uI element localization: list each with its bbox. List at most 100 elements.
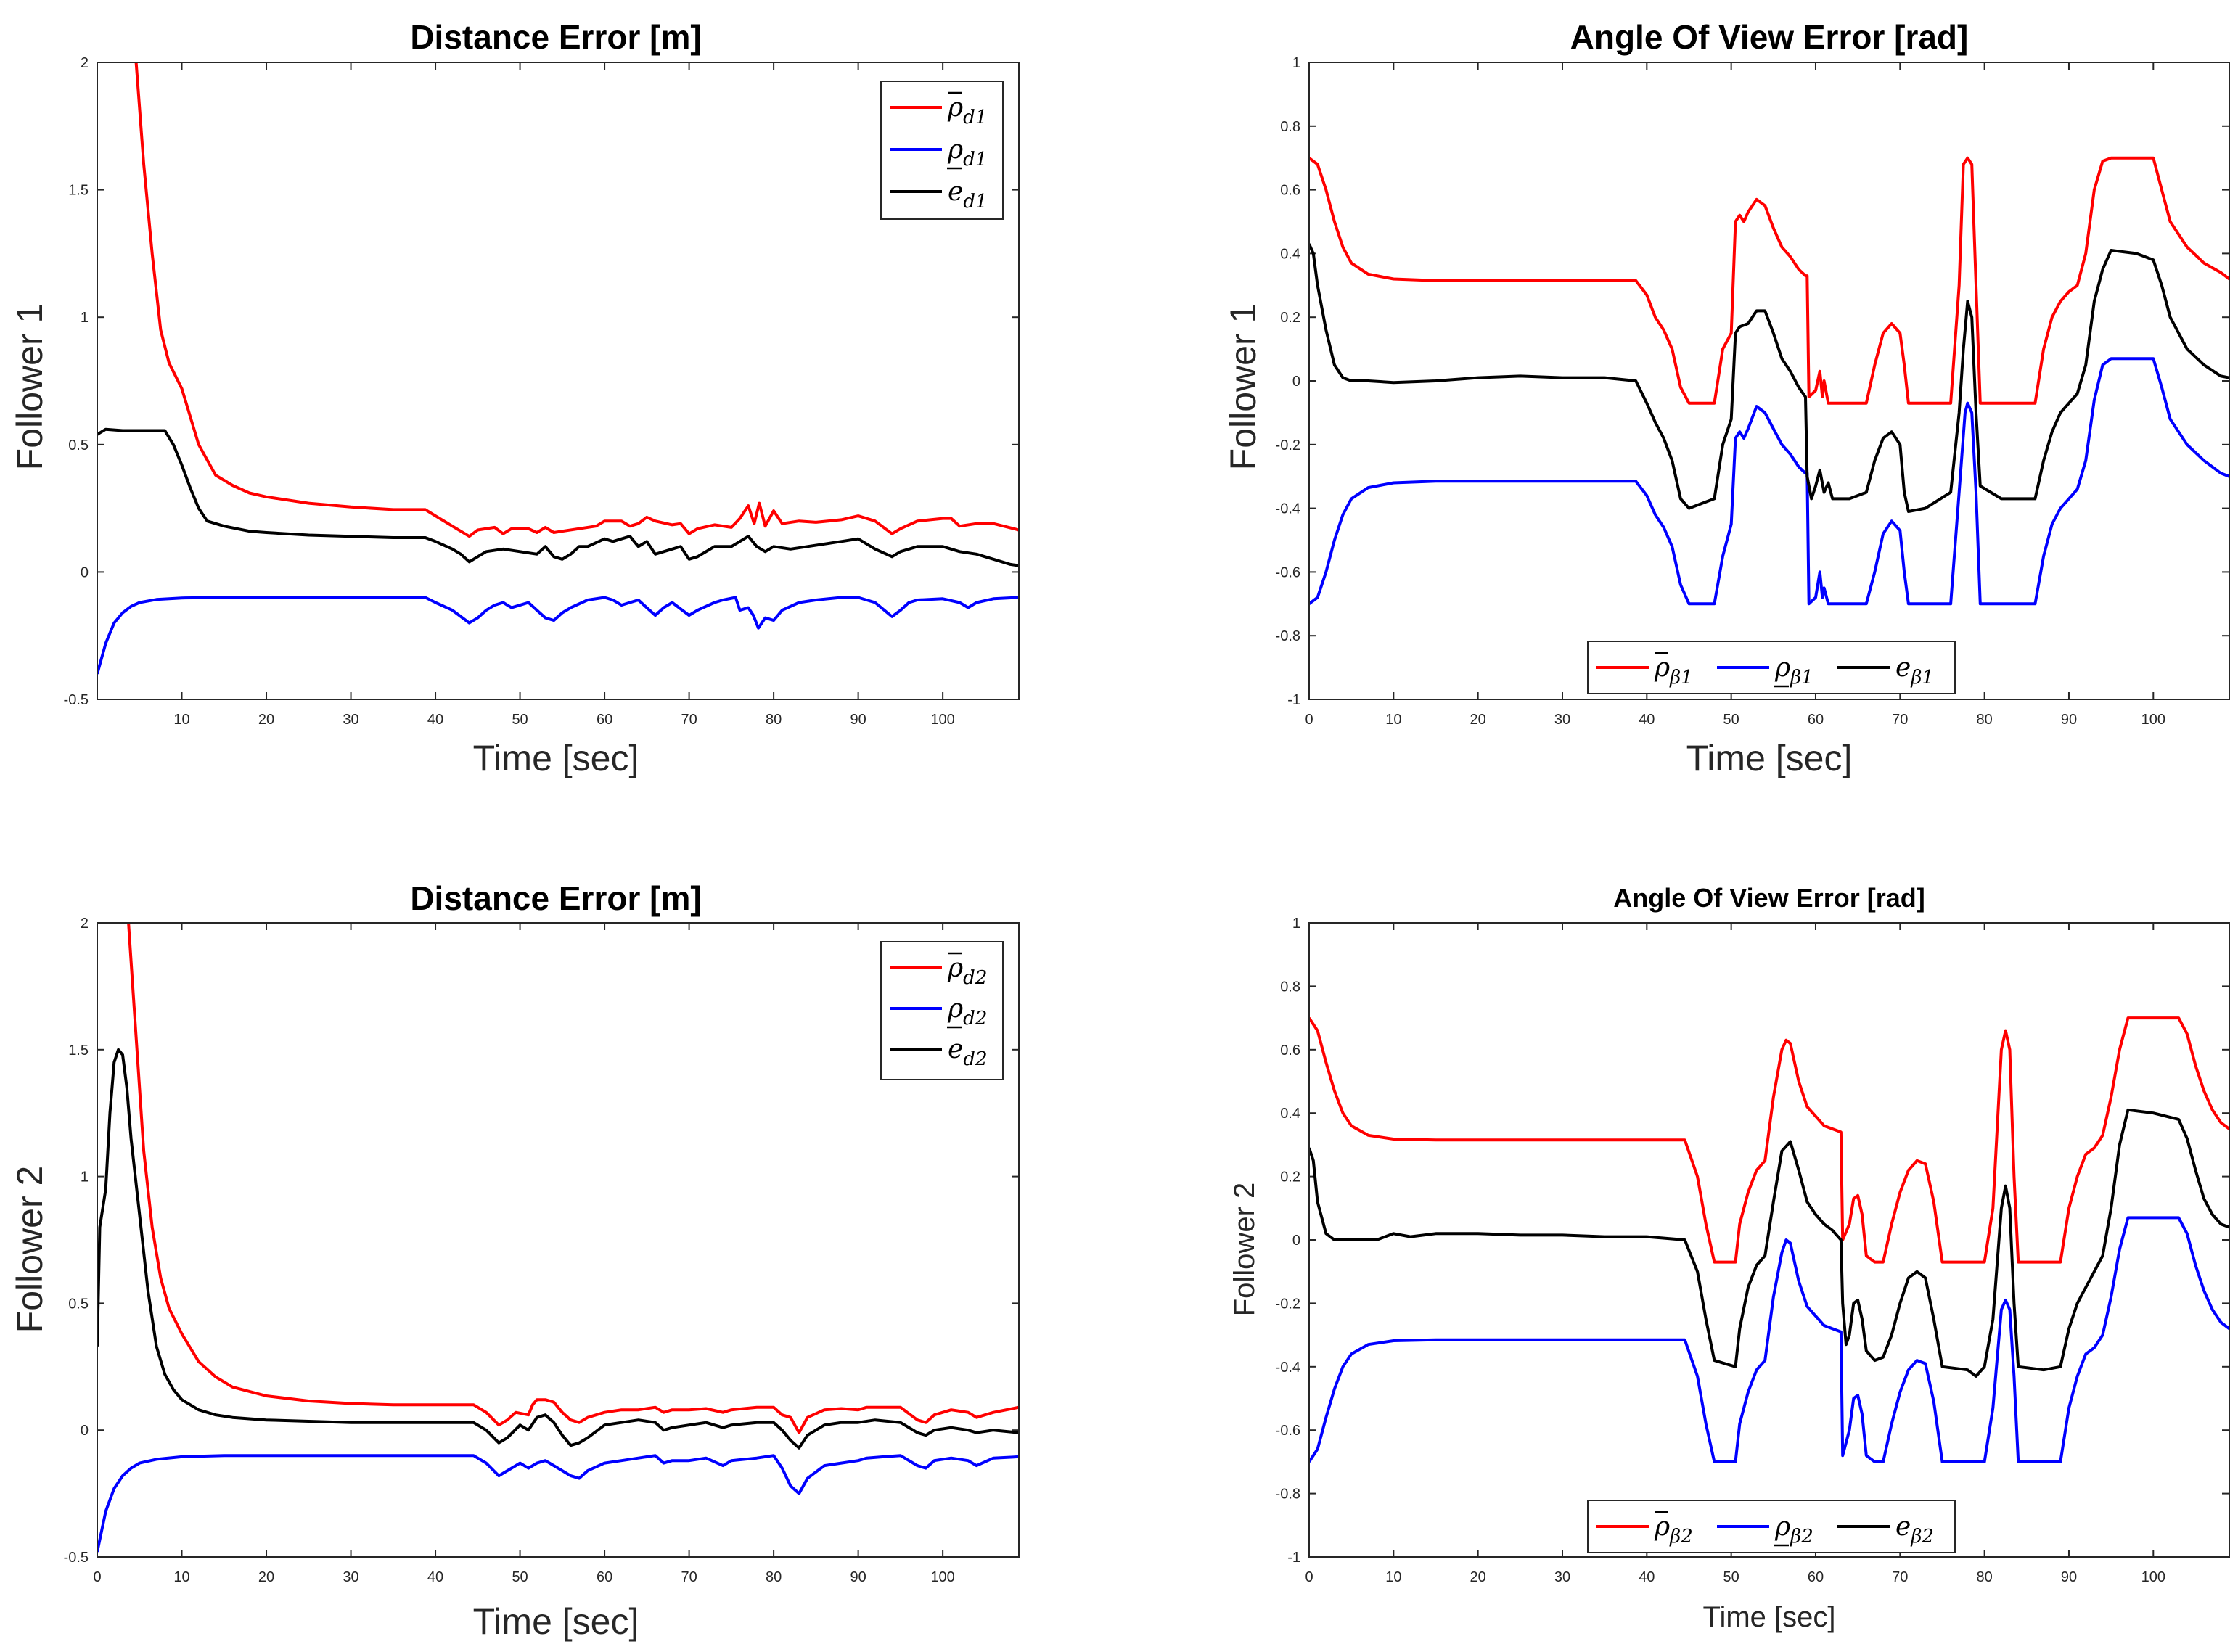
legend-label: ρβ2 [1774,1512,1813,1548]
x-tick-label: 90 [850,1569,866,1585]
y-tick-label: -0.2 [1276,1296,1300,1312]
x-tick-label: 10 [173,712,189,728]
ticks: 10 20 30 40 50 60 70 80 90 100 -0.5 0 0.5 1 1.5 2 [64,55,1019,728]
x-tick-label: 70 [681,712,697,728]
ticks: 0 10 20 30 40 50 60 70 80 90 100-1-0.8-0.6-0.4-0.2… [1276,55,2229,728]
x-tick-label: 100 [930,1569,954,1585]
y-tick-label: -0.5 [64,1550,89,1566]
x-tick-label: 60 [597,712,612,728]
x-tick-label: 50 [512,1569,528,1585]
x-tick-label: 10 [1385,1569,1401,1585]
axes-frame [97,62,1020,700]
y-tick-label: 0 [81,564,89,580]
x-tick-label: 10 [173,1569,189,1585]
y-axis-label: Follower 2 [9,1166,50,1333]
x-tick-label: 60 [1808,1569,1824,1585]
y-tick-label: 1 [1292,55,1300,71]
x-tick-label: 70 [681,1569,697,1585]
legend-label: eβ1 [1895,653,1934,689]
y-tick-label: 1 [1292,916,1300,932]
y-tick-label: -1 [1287,1550,1300,1566]
y-tick-label: 0 [1292,374,1300,390]
y-tick-label: -0.5 [64,692,89,708]
chart-title: Angle Of View Error [rad] [1570,18,1969,56]
series-line-rho-bar-d1 [134,62,1019,538]
y-tick-label: 0.6 [1280,183,1300,199]
legend-label: eβ2 [1895,1512,1934,1548]
plot-area [1309,1016,2229,1463]
y-tick-label: 2 [81,916,89,932]
y-tick-label: -0.4 [1276,1360,1300,1376]
plot-area [97,62,1019,675]
axes-frame [1308,922,2230,1558]
ticks: 0 10 20 30 40 50 60 70 80 90 100 -1 -0.8 -0.6 -0.4 -0.2… [1276,916,2229,1585]
legend-label: ρβ2 [1654,1512,1693,1548]
legend: ρβ2 ρβ2 eβ2 [1587,1500,1956,1553]
x-tick-label: 20 [1470,712,1486,728]
legend-label: ρβ1 [1654,653,1693,689]
x-tick-label: 0 [93,1569,101,1585]
series-line-rho-bar-beta2 [1309,1016,2229,1264]
series-line-e-d1 [97,427,1019,567]
x-axis-label: Time [sec] [473,738,639,778]
y-tick-label: -0.2 [1276,437,1300,453]
y-tick-label: 1 [81,1170,89,1185]
x-tick-label: 30 [1554,1569,1570,1585]
x-tick-label: 60 [597,1569,612,1585]
x-tick-label: 20 [258,712,274,728]
y-tick-label: 0.2 [1280,310,1300,326]
x-tick-label: 80 [766,1569,782,1585]
x-tick-label: 50 [1723,712,1739,728]
x-tick-label: 100 [2141,1569,2165,1585]
y-tick-label: 1 [81,310,89,326]
plot-area [1309,156,2229,606]
x-tick-label: 50 [512,712,528,728]
series-line-e-beta2 [1309,1108,2229,1378]
y-tick-label: -0.8 [1276,628,1300,644]
series-line-rho-under-beta1 [1309,357,2229,606]
x-tick-label: 40 [1639,1569,1655,1585]
legend-label: ed2 [948,1035,988,1070]
legend-label: ρd2 [947,953,987,989]
legend-label: ρd1 [947,135,987,170]
chart-title: Distance Error [m] [410,879,701,917]
legend: ρd1 ρd1 ed1 [880,81,1004,220]
panel-follower1-angle: Angle Of View Error [rad] Time [sec] Fol… [1223,18,2230,778]
y-tick-label: 0.6 [1280,1043,1300,1059]
x-tick-label: 20 [1470,1569,1486,1585]
x-tick-label: 50 [1723,1569,1739,1585]
series-line-rho-under-d1 [97,596,1019,675]
x-tick-label: 100 [930,712,954,728]
legend-box [1587,641,1956,694]
series-line-rho-under-d2 [97,1454,1019,1553]
x-tick-label: 80 [766,712,782,728]
x-tick-label: 90 [850,712,866,728]
x-axis-label: Time [sec] [1686,738,1853,778]
y-tick-label: -0.4 [1276,501,1300,517]
y-tick-label: -0.6 [1276,1423,1300,1439]
y-tick-label: 0 [81,1423,89,1439]
legend-label: ρβ1 [1774,653,1813,689]
y-tick-label: 1.5 [68,183,89,199]
x-tick-label: 20 [258,1569,274,1585]
y-axis-label: Follower 1 [1223,303,1263,471]
y-axis-label: Follower 2 [1229,1183,1261,1317]
y-tick-label: 0.2 [1280,1170,1300,1185]
series-line-e-d2 [97,1048,1019,1450]
x-tick-label: 40 [427,1569,443,1585]
x-tick-label: 40 [1639,712,1655,728]
x-tick-label: 10 [1385,712,1401,728]
x-tick-label: 0 [1305,1569,1313,1585]
y-tick-label: -1 [1287,692,1300,708]
x-tick-label: 80 [1977,1569,1993,1585]
legend-label: ρd1 [947,93,987,128]
x-tick-label: 30 [1554,712,1570,728]
x-tick-label: 70 [1892,1569,1908,1585]
x-tick-label: 90 [2061,1569,2077,1585]
legend: ρd2 ρd2 ed2 [880,941,1004,1080]
y-tick-label: -0.8 [1276,1487,1300,1503]
y-tick-label: 0.8 [1280,119,1300,135]
x-axis-label: Time [sec] [473,1601,639,1642]
